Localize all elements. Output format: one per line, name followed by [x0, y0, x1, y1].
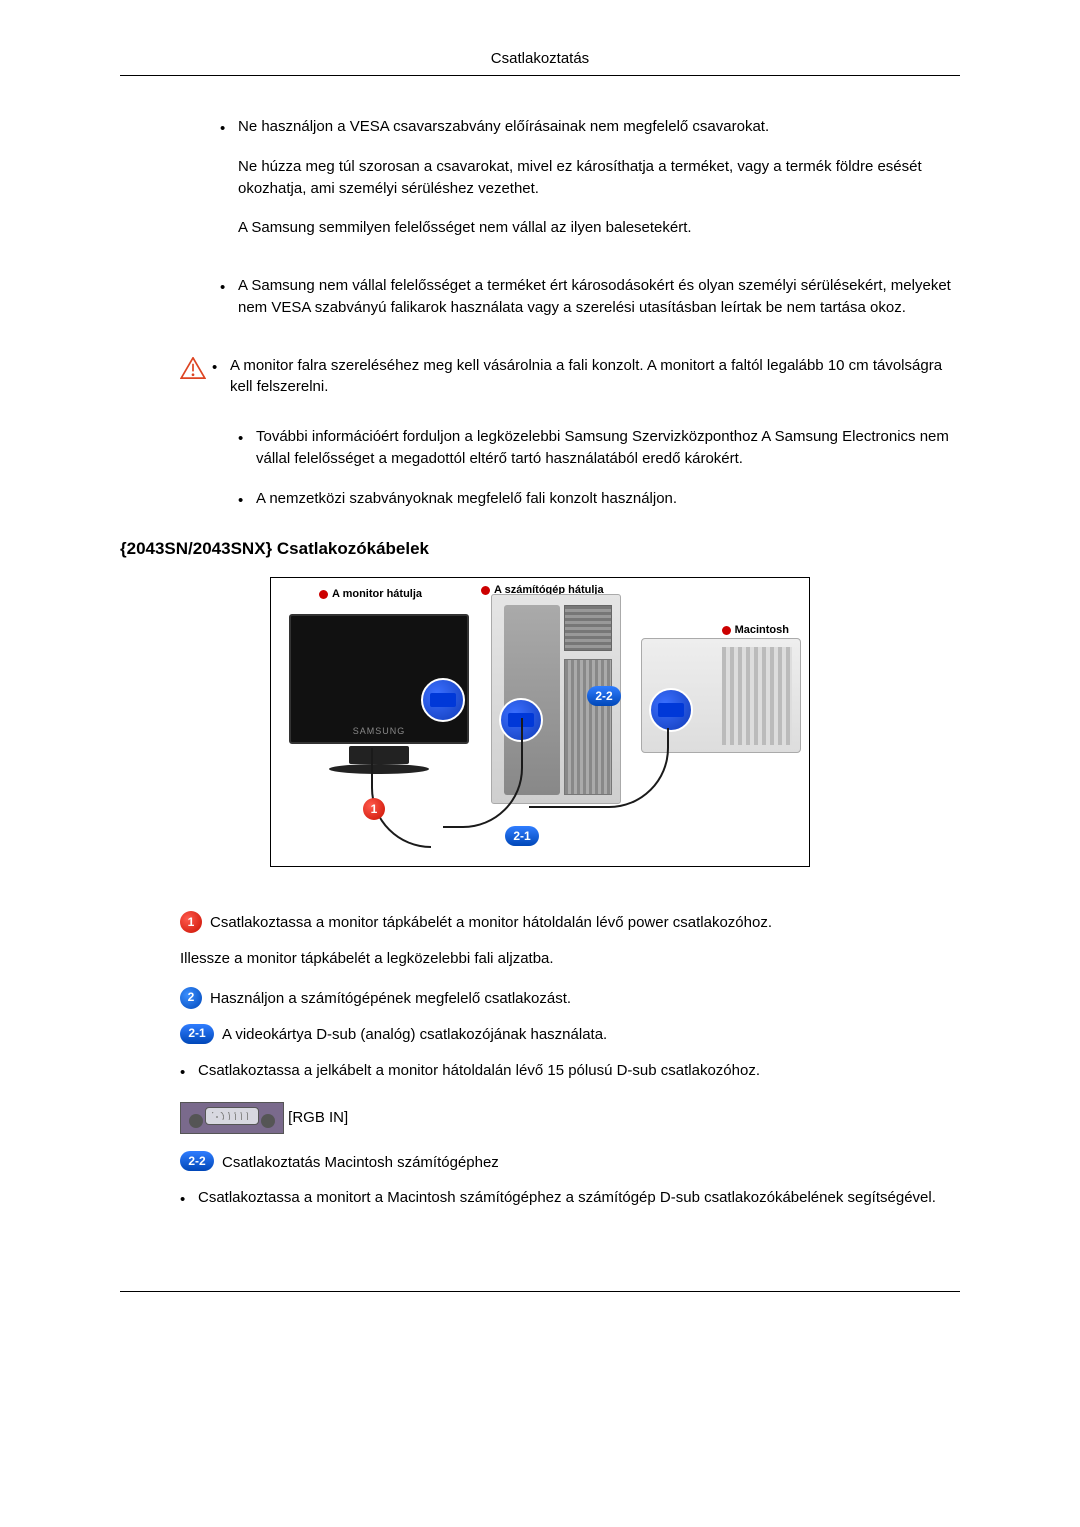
list-item: • Csatlakoztassa a monitort a Macintosh …	[180, 1187, 960, 1211]
footer-divider	[120, 1291, 960, 1292]
paragraph: A Samsung semmilyen felelősséget nem vál…	[238, 217, 960, 239]
bullet-icon: •	[180, 1187, 198, 1211]
rgb-port-icon	[180, 1102, 284, 1134]
list-item: • A monitor falra szereléséhez meg kell …	[212, 355, 960, 409]
red-dot-icon	[319, 590, 328, 599]
list-item: • Csatlakoztassa a jelkábelt a monitor h…	[180, 1060, 960, 1084]
step-row: 1 Csatlakoztassa a monitor tápkábelét a …	[180, 912, 960, 934]
bullet-icon: •	[220, 275, 238, 337]
bullet-icon: •	[238, 426, 256, 470]
paragraph: Csatlakoztatás Macintosh számítógéphez	[222, 1152, 499, 1174]
top-bullet-block: • Ne használjon a VESA csavarszabvány el…	[220, 116, 960, 337]
paragraph: Ne húzza meg túl szorosan a csavarokat, …	[238, 156, 960, 200]
paragraph: Használjon a számítógépének megfelelő cs…	[210, 988, 571, 1010]
step-row: 2-1 A videokártya D-sub (analóg) csatlak…	[180, 1024, 960, 1046]
diagram-label-monitor: A monitor hátulja	[319, 588, 422, 600]
badge-1: 1	[180, 911, 202, 933]
red-dot-icon	[481, 586, 490, 595]
diagram-label-mac: Macintosh	[722, 624, 789, 636]
section-heading: {2043SN/2043SNX} Csatlakozókábelek	[120, 539, 960, 559]
paragraph: Ne használjon a VESA csavarszabvány előí…	[238, 116, 960, 138]
paragraph: A nemzetközi szabványoknak megfelelő fal…	[256, 488, 960, 512]
list-item: • Ne használjon a VESA csavarszabvány el…	[220, 116, 960, 257]
monitor-brand-text: SAMSUNG	[291, 726, 467, 736]
header-divider	[120, 75, 960, 76]
list-item: • A Samsung nem vállal felelősséget a te…	[220, 275, 960, 337]
page-header: Csatlakoztatás	[120, 50, 960, 67]
rgb-port-row: [RGB IN]	[120, 1102, 960, 1134]
paragraph: Illessze a monitor tápkábelét a legközel…	[180, 948, 960, 970]
paragraph: Csatlakoztassa a monitort a Macintosh sz…	[198, 1187, 960, 1211]
bullet-icon: •	[238, 488, 256, 512]
badge-2: 2	[180, 987, 202, 1009]
connection-diagram: A monitor hátulja A számítógép hátulja M…	[120, 577, 960, 867]
paragraph: A monitor falra szereléséhez meg kell vá…	[230, 355, 960, 399]
paragraph: További információért forduljon a legköz…	[256, 426, 960, 470]
paragraph: A Samsung nem vállal felelősséget a term…	[238, 275, 960, 319]
connector-circle	[421, 678, 465, 722]
step-row: 2 Használjon a számítógépének megfelelő …	[180, 988, 960, 1010]
rgb-label: [RGB IN]	[288, 1108, 348, 1125]
bullet-icon: •	[220, 116, 238, 257]
bullet-icon: •	[180, 1060, 198, 1084]
badge-2-1: 2-1	[505, 826, 539, 846]
badge-2-2: 2-2	[587, 686, 621, 706]
list-item: • További információért forduljon a legk…	[238, 426, 960, 470]
connector-circle	[649, 688, 693, 732]
after-warn-block: • További információért forduljon a legk…	[238, 426, 960, 511]
warning-icon	[180, 357, 210, 383]
list-item: • A nemzetközi szabványoknak megfelelő f…	[238, 488, 960, 512]
badge-2-1: 2-1	[180, 1024, 214, 1044]
bullet-icon: •	[212, 355, 230, 409]
paragraph: Csatlakoztassa a monitor tápkábelét a mo…	[210, 912, 772, 934]
paragraph: Csatlakoztassa a jelkábelt a monitor hát…	[198, 1060, 960, 1084]
badge-2-2: 2-2	[180, 1151, 214, 1171]
warning-row: • A monitor falra szereléséhez meg kell …	[180, 355, 960, 427]
step-row: 2-2 Csatlakoztatás Macintosh számítógéph…	[180, 1152, 960, 1174]
red-dot-icon	[722, 626, 731, 635]
paragraph: A videokártya D-sub (analóg) csatlakozój…	[222, 1024, 607, 1046]
